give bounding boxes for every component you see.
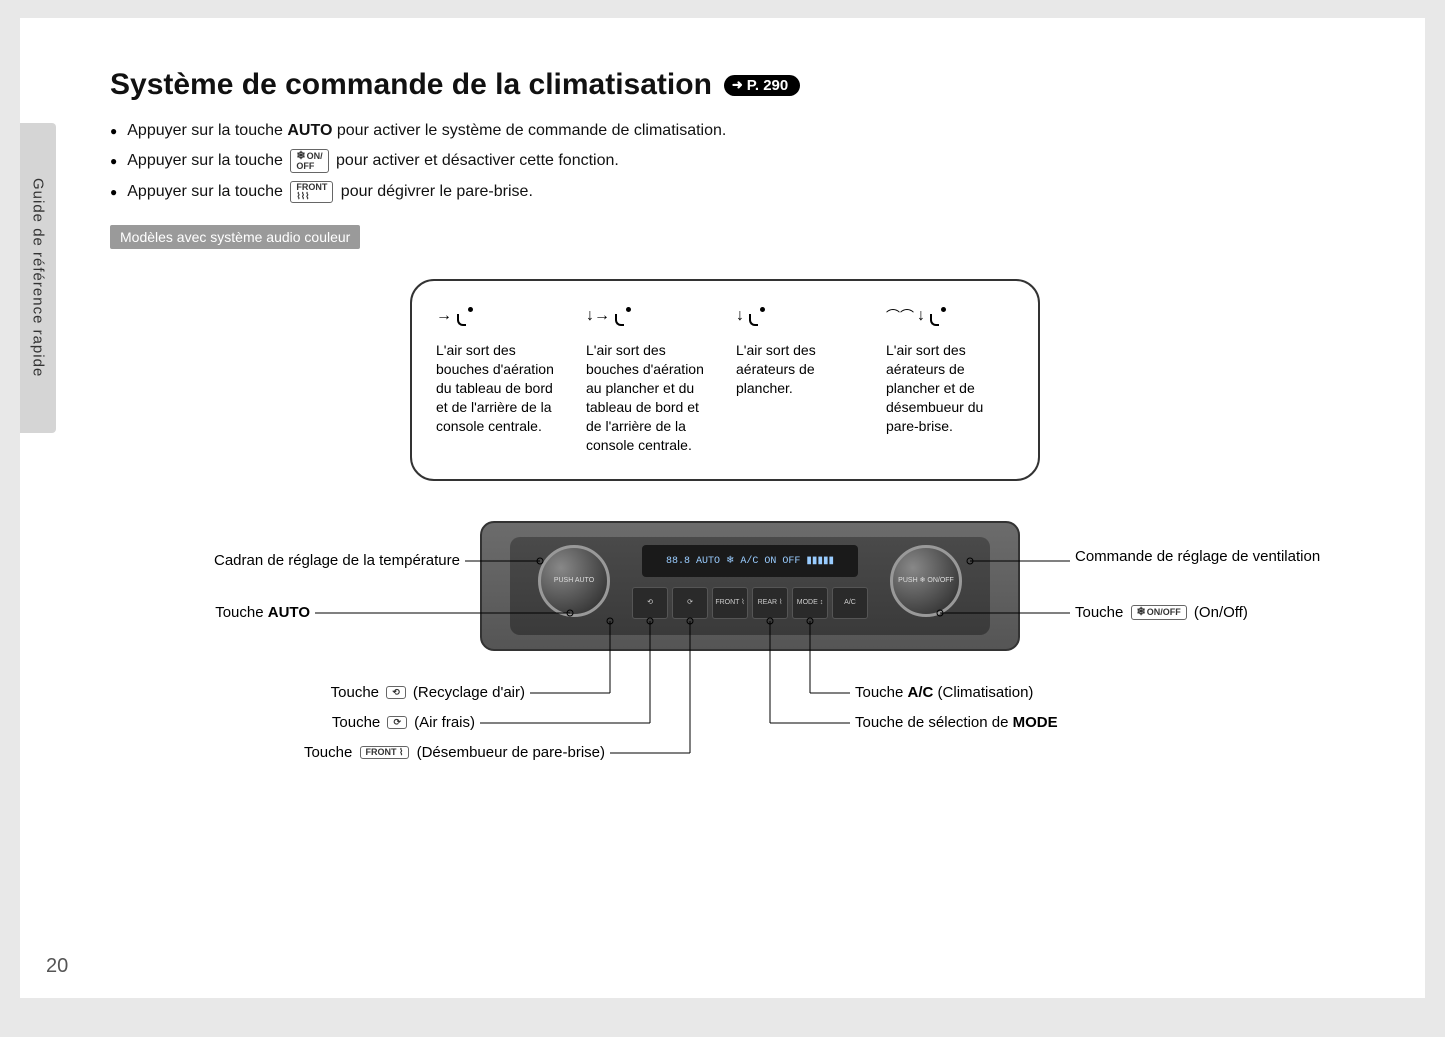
temp-dial: PUSH AUTO xyxy=(538,545,610,617)
bullet-1: Appuyer sur la touche AUTO pour activer … xyxy=(110,116,1365,146)
fresh-button: ⟳ xyxy=(672,587,708,619)
side-tab-label: Guide de référence rapide xyxy=(30,178,47,377)
mode-4: ⌒⌒↓ L'air sort des aérateurs de plancher… xyxy=(886,301,1014,454)
title-row: Système de commande de la climatisation … xyxy=(110,68,1365,102)
callout-fan-dial: Commande de réglage de ventilation xyxy=(1075,547,1335,567)
side-tab: Guide de référence rapide xyxy=(20,123,56,433)
fan-dial: PUSH ❄ ON/OFF xyxy=(890,545,962,617)
front-defrost-icon: FRONT⌇⌇⌇ xyxy=(290,181,333,203)
callout-onoff: Touche ❄ON/OFF (On/Off) xyxy=(1075,604,1248,621)
onoff-icon-2: ❄ON/OFF xyxy=(1131,605,1187,620)
lcd-display: 88.8 AUTO ❄ A/C ON OFF ▮▮▮▮▮ xyxy=(642,545,858,577)
callout-temp-dial: Cadran de réglage de la température xyxy=(160,552,460,569)
onoff-icon: ❄ON/OFF xyxy=(290,149,328,173)
page-number: 20 xyxy=(46,955,68,978)
mode-3: ↓ L'air sort des aérateurs de plancher. xyxy=(736,301,864,454)
callout-fresh: Touche ⟳ (Air frais) xyxy=(250,714,475,731)
bullet-2: Appuyer sur la touche ❄ON/OFF pour activ… xyxy=(110,146,1365,176)
climate-panel: PUSH AUTO PUSH ❄ ON/OFF 88.8 AUTO ❄ A/C … xyxy=(480,521,1020,661)
callout-mode: Touche de sélection de MODE xyxy=(855,714,1058,731)
front-icon: FRONT ⌇ xyxy=(360,746,410,759)
button-row: ⟲ ⟳ FRONT ⌇ REAR ⌇ MODE ↕ A/C xyxy=(632,587,868,619)
callout-ac: Touche A/C (Climatisation) xyxy=(855,684,1033,701)
air-modes-frame: → L'air sort des bouches d'aération du t… xyxy=(410,279,1040,480)
manual-page: Guide de référence rapide 20 Système de … xyxy=(20,18,1425,998)
callout-front-defrost: Touche FRONT ⌇ (Désembueur de pare-brise… xyxy=(250,744,605,761)
rear-defrost-button: REAR ⌇ xyxy=(752,587,788,619)
page-title: Système de commande de la climatisation xyxy=(110,68,712,102)
mode-button: MODE ↕ xyxy=(792,587,828,619)
callout-auto: Touche AUTO xyxy=(160,604,310,621)
page-ref-pill: P. 290 xyxy=(724,75,800,96)
mode-1: → L'air sort des bouches d'aération du t… xyxy=(436,301,564,454)
instruction-list: Appuyer sur la touche AUTO pour activer … xyxy=(110,116,1365,207)
ac-button: A/C xyxy=(832,587,868,619)
mode-2: ↓→ L'air sort des bouches d'aération au … xyxy=(586,301,714,454)
recirc-button: ⟲ xyxy=(632,587,668,619)
recirc-icon: ⟲ xyxy=(386,686,406,699)
front-defrost-button: FRONT ⌇ xyxy=(712,587,748,619)
callout-recirc: Touche ⟲ (Recyclage d'air) xyxy=(250,684,525,701)
bullet-3: Appuyer sur la touche FRONT⌇⌇⌇ pour dégi… xyxy=(110,177,1365,207)
control-panel-diagram: PUSH AUTO PUSH ❄ ON/OFF 88.8 AUTO ❄ A/C … xyxy=(110,521,1365,851)
model-badge: Modèles avec système audio couleur xyxy=(110,225,360,249)
fresh-icon: ⟳ xyxy=(387,716,407,729)
